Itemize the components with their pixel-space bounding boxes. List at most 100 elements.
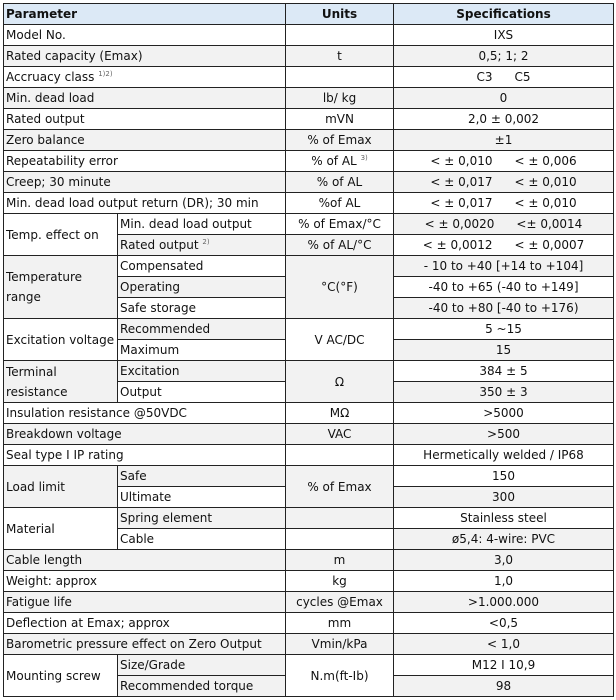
table-row: Temp. effect on Min. dead load output % … <box>3 213 614 256</box>
spec-c5: <± 0,0014 <box>516 217 583 231</box>
header-units: Units <box>285 3 394 25</box>
units-cell: mm <box>285 612 394 634</box>
spec-cell: 1,0 <box>393 570 614 592</box>
footnote-ref: 1)2) <box>98 70 113 78</box>
spec-cell: 5 ~15 <box>393 318 614 340</box>
param-cell: Deflection at Emax; approx <box>3 612 286 634</box>
units-cell: % of Emax <box>285 465 394 508</box>
table-row: Safe storage -40 to +80 [-40 to +176) <box>4 297 614 319</box>
sub-param-cell: Size/Grade <box>117 654 286 676</box>
spec-cell: <0,5 <box>393 612 614 634</box>
header-specifications: Specifications <box>393 3 614 25</box>
units-cell: % of AL <box>285 171 394 193</box>
spec-cell: Stainless steel <box>393 507 614 529</box>
table-row: Model No. IXS <box>3 24 614 46</box>
header-row: Parameter Units Specifications <box>3 3 614 25</box>
spec-cell: ±1 <box>393 129 614 151</box>
param-cell: Barometric pressure effect on Zero Outpu… <box>3 633 286 655</box>
table-row: Rated output mVN 2,0 ± 0,002 <box>3 108 614 130</box>
units-cell: % of Emax <box>285 129 394 151</box>
units-cell: Ω <box>285 360 394 403</box>
param-cell: Breakdown voltage <box>3 423 286 445</box>
table-row: Terminal resistance Excitation Ω 384 ± 5 <box>3 360 614 403</box>
units-label: % of AL <box>311 154 357 168</box>
spec-cell: >1.000.000 <box>393 591 614 613</box>
units-cell <box>285 444 394 466</box>
spec-cell: 0 <box>393 87 614 109</box>
table-row: Seal type I IP rating Hermetically welde… <box>3 444 614 466</box>
param-group-cell: Temperature range <box>3 255 118 319</box>
sub-param-cell: Spring element <box>117 507 286 529</box>
table-row: Cable length m 3,0 <box>3 549 614 571</box>
spec-cell: < ± 0,017 < ± 0,010 <box>393 192 614 214</box>
table-row: Excitation voltage Recommended V AC/DC 5… <box>3 318 614 361</box>
spec-cell: ø5,4: 4-wire: PVC <box>393 528 614 550</box>
param-group-cell: Mounting screw <box>3 654 118 697</box>
param-group-cell: Temp. effect on <box>3 213 118 256</box>
units-cell: V AC/DC <box>285 318 394 361</box>
units-cell: t <box>285 45 394 67</box>
units-cell: MΩ <box>285 402 394 424</box>
units-cell: % of Emax/°C <box>285 213 394 235</box>
spec-cell: -40 to +65 (-40 to +149] <box>393 276 614 298</box>
spec-cell: < ± 0,010 < ± 0,006 <box>393 150 614 172</box>
units-cell: °C(°F) <box>285 255 394 319</box>
param-group-cell: Excitation voltage <box>3 318 118 361</box>
table-row: Output 350 ± 3 <box>4 381 614 403</box>
param-cell: Rated capacity (Emax) <box>3 45 286 67</box>
spec-cell: >500 <box>393 423 614 445</box>
table-row: Breakdown voltage VAC >500 <box>3 423 614 445</box>
spec-cell: 3,0 <box>393 549 614 571</box>
sub-param-cell: Safe <box>117 465 286 487</box>
sub-param-cell: Recommended torque <box>117 675 286 697</box>
units-cell: kg <box>285 570 394 592</box>
table-row: Recommended torque 98 <box>4 675 614 697</box>
table-row: Rated capacity (Emax) t 0,5; 1; 2 <box>3 45 614 67</box>
spec-cell: 98 <box>393 675 614 697</box>
spec-c5: < ± 0,010 <box>514 175 577 189</box>
table-row: Ultimate 300 <box>4 486 614 508</box>
spec-cell: 300 <box>393 486 614 508</box>
spec-cell: < ± 0,0012 < ± 0,0007 <box>393 234 614 256</box>
param-cell: Fatigue life <box>3 591 286 613</box>
units-cell <box>285 528 394 550</box>
spec-cell: Hermetically welded / IP68 <box>393 444 614 466</box>
units-cell: Vmin/kPa <box>285 633 394 655</box>
spec-c3: < ± 0,017 <box>430 196 493 210</box>
table-row: Min. dead load lb/ kg 0 <box>3 87 614 109</box>
spec-c5: < ± 0,0007 <box>514 238 585 252</box>
spec-cell: < ± 0,017 < ± 0,010 <box>393 171 614 193</box>
header-parameter: Parameter <box>3 3 286 25</box>
sub-param-cell: Cable <box>117 528 286 550</box>
table-row: Deflection at Emax; approx mm <0,5 <box>3 612 614 634</box>
table-row: Mounting screw Size/Grade N.m(ft-Ib) M12… <box>3 654 614 697</box>
units-cell: %of AL <box>285 192 394 214</box>
param-cell: Cable length <box>3 549 286 571</box>
param-cell: Zero balance <box>3 129 286 151</box>
spec-c5: < ± 0,006 <box>514 154 577 168</box>
param-cell: Rated output <box>3 108 286 130</box>
units-cell <box>285 66 394 88</box>
param-cell: Creep; 30 minute <box>3 171 286 193</box>
sub-param-cell: Recommended <box>117 318 286 340</box>
spec-cell: >5000 <box>393 402 614 424</box>
units-cell: m <box>285 549 394 571</box>
param-cell: Repeatability error <box>3 150 286 172</box>
table-row: Fatigue life cycles @Emax >1.000.000 <box>3 591 614 613</box>
spec-cell: < ± 0,0020 <± 0,0014 <box>393 213 614 235</box>
spec-c3: < ± 0,0012 <box>422 238 493 252</box>
units-cell: % of AL 3) <box>285 150 394 172</box>
sub-param-cell: Min. dead load output <box>117 213 286 235</box>
footnote-ref: 3) <box>360 154 368 162</box>
spec-c3: < ± 0,010 <box>430 154 493 168</box>
units-cell: N.m(ft-Ib) <box>285 654 394 697</box>
table-row: Material Spring element Stainless steel <box>3 507 614 550</box>
units-cell <box>285 507 394 529</box>
spec-c3: < ± 0,0020 <box>424 217 495 231</box>
spec-cell: 15 <box>393 339 614 361</box>
table-row: Accruacy class 1)2) C3 C5 <box>3 66 614 88</box>
units-cell: VAC <box>285 423 394 445</box>
units-cell <box>285 24 394 46</box>
spec-cell: 384 ± 5 <box>393 360 614 382</box>
spec-cell: IXS <box>393 24 614 46</box>
